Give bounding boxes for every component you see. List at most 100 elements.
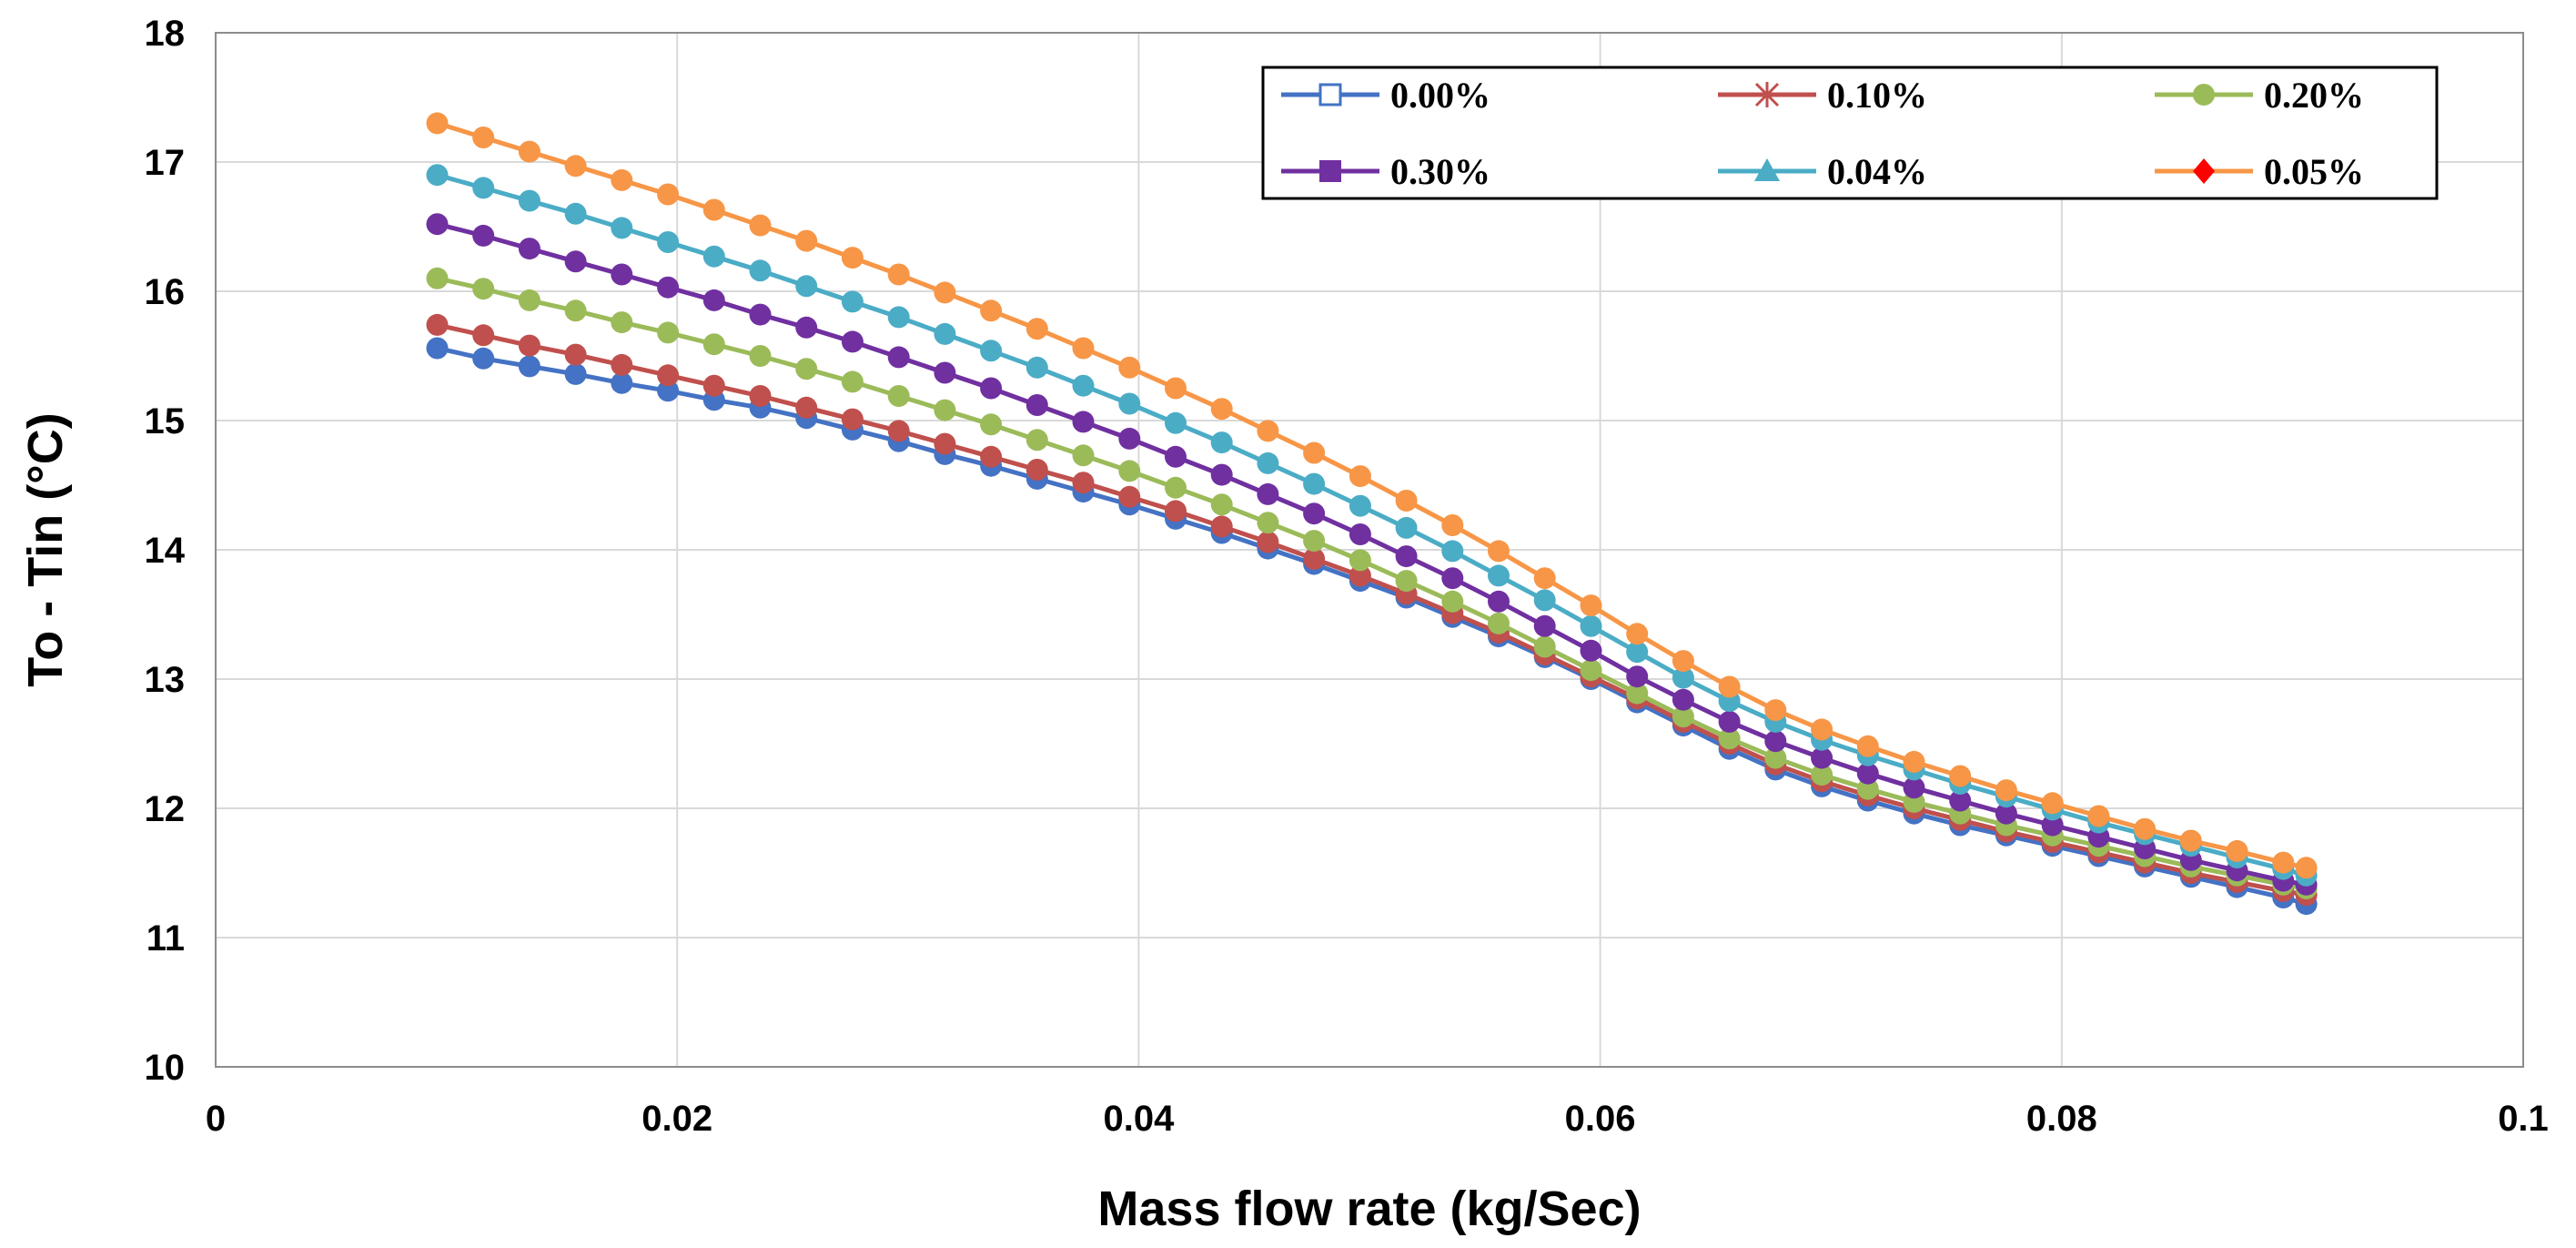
data-point: [1949, 765, 1972, 787]
data-point: [887, 420, 910, 442]
data-point: [611, 217, 633, 239]
data-point: [887, 385, 910, 407]
data-point: [1395, 570, 1418, 593]
data-series: [426, 112, 2318, 916]
data-point: [1488, 612, 1510, 634]
data-point: [564, 343, 587, 366]
data-point: [749, 385, 772, 407]
data-point: [1626, 682, 1649, 705]
data-point: [795, 316, 818, 339]
data-point: [518, 140, 540, 163]
data-point: [472, 127, 495, 148]
data-point: [1672, 650, 1694, 673]
data-point: [1303, 530, 1326, 553]
data-point: [934, 361, 956, 384]
data-point: [1626, 623, 1649, 645]
data-point: [887, 263, 910, 286]
legend-marker-triangle-icon: [1754, 158, 1780, 181]
data-point: [426, 112, 449, 135]
data-point: [1072, 472, 1095, 494]
data-point: [1672, 666, 1694, 689]
data-point: [1118, 427, 1141, 450]
data-point: [472, 347, 495, 370]
data-point: [1580, 659, 1602, 682]
data-point: [1349, 523, 1371, 545]
data-point: [1488, 540, 1510, 563]
data-point: [2087, 805, 2110, 827]
data-point: [2295, 857, 2318, 879]
data-point: [702, 374, 725, 397]
data-point: [887, 346, 910, 369]
data-point: [1165, 377, 1187, 400]
axis-ticks: 10 11 12 13 14 15 16 17 18 0 0.02 0.04 0.06 0.08 0.1: [145, 14, 2549, 1139]
legend-item: 0.04%: [1718, 151, 1927, 192]
data-point: [1580, 594, 1602, 617]
data-point: [1533, 635, 1556, 658]
data-point: [1718, 727, 1741, 750]
data-point: [2041, 814, 2064, 837]
data-point: [426, 164, 449, 187]
data-point: [1441, 567, 1464, 590]
x-tick-label: 0.02: [641, 1099, 712, 1139]
legend-item: 0.00%: [1281, 75, 1490, 116]
y-tick-label: 17: [145, 143, 186, 183]
data-point: [934, 281, 956, 304]
data-point: [1995, 802, 2017, 825]
data-point: [702, 198, 725, 221]
data-point: [1811, 718, 1834, 741]
data-point: [1903, 750, 1925, 773]
data-point: [611, 371, 633, 394]
data-point: [795, 396, 818, 419]
data-point: [1488, 590, 1510, 613]
data-point: [1025, 356, 1048, 379]
data-point: [1303, 547, 1326, 570]
data-point: [980, 377, 1003, 400]
data-point: [611, 263, 633, 286]
data-point: [1025, 318, 1048, 340]
legend-label: 0.10%: [1827, 75, 1927, 116]
data-point: [1949, 789, 1972, 812]
data-point: [1072, 444, 1095, 467]
data-point: [1210, 398, 1233, 421]
data-point: [749, 345, 772, 367]
data-point: [1165, 445, 1187, 468]
data-point: [518, 289, 540, 311]
data-point: [702, 245, 725, 268]
data-point: [564, 362, 587, 385]
data-point: [1580, 639, 1602, 662]
x-tick-label: 0: [206, 1099, 226, 1139]
legend-label: 0.05%: [2264, 151, 2364, 192]
y-tick-label: 12: [145, 789, 186, 829]
data-point: [1210, 431, 1233, 454]
legend: 0.00% 0.10% 0.20% 0.30% 0.04% 0.05%: [1261, 66, 2439, 200]
x-tick-label: 0.04: [1103, 1099, 1175, 1139]
data-point: [749, 303, 772, 326]
data-point: [1395, 545, 1418, 568]
data-point: [2134, 817, 2157, 840]
data-point: [980, 413, 1003, 436]
y-tick-label: 16: [145, 272, 186, 312]
data-point: [1903, 776, 1925, 799]
data-point: [702, 333, 725, 356]
y-tick-label: 10: [145, 1048, 186, 1088]
data-point: [1626, 665, 1649, 688]
data-point: [1395, 490, 1418, 512]
data-point: [980, 340, 1003, 362]
data-point: [841, 290, 864, 313]
data-point: [1025, 429, 1048, 452]
data-point: [795, 229, 818, 252]
data-point: [1995, 779, 2017, 802]
data-point: [749, 214, 772, 237]
data-point: [887, 306, 910, 329]
data-point: [1488, 564, 1510, 587]
data-point: [1441, 540, 1464, 563]
data-point: [518, 355, 540, 378]
data-point: [1533, 614, 1556, 637]
data-point: [1764, 746, 1787, 769]
data-point: [472, 324, 495, 347]
y-axis-title: To - Tin (°C): [18, 412, 73, 687]
legend-label: 0.00%: [1390, 75, 1490, 116]
data-point: [1118, 392, 1141, 415]
